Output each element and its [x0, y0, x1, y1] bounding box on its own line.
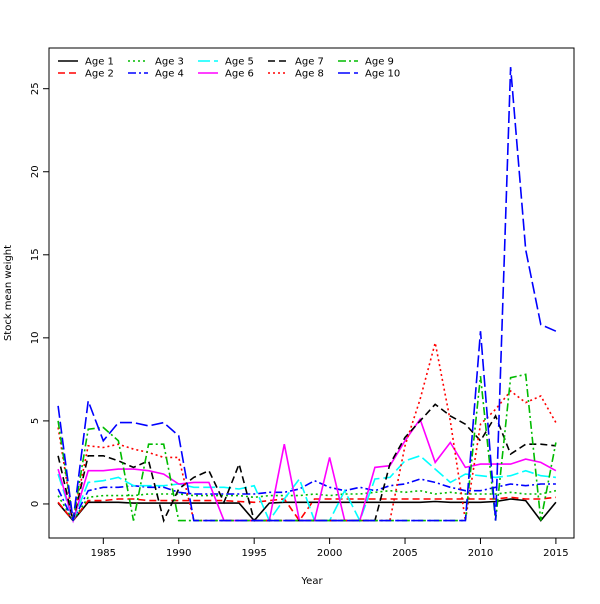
x-axis-label: Year — [300, 576, 323, 587]
y-tick-label: 20 — [30, 165, 41, 178]
plot-frame — [48, 47, 575, 539]
series-line-age-10 — [57, 67, 557, 522]
x-tick-label: 2010 — [468, 548, 493, 559]
series-line-age-5 — [57, 454, 556, 523]
legend-label: Age 2 — [85, 69, 114, 80]
legend-label: Age 1 — [85, 57, 114, 68]
legend-label: Age 4 — [155, 69, 184, 80]
legend-label: Age 10 — [365, 69, 400, 80]
x-tick-label: 1995 — [241, 548, 266, 559]
y-tick-label: 25 — [30, 82, 41, 95]
x-tick-label: 1990 — [166, 548, 191, 559]
legend-label: Age 8 — [295, 69, 324, 80]
y-tick-label: 15 — [30, 248, 41, 261]
legend-label: Age 3 — [155, 57, 184, 68]
series-line-age-6 — [57, 417, 557, 524]
series-line-age-1 — [57, 498, 557, 522]
x-tick-label: 2000 — [317, 548, 342, 559]
y-tick-label: 5 — [30, 418, 41, 424]
legend-label: Age 6 — [225, 69, 254, 80]
x-tick-label: 2015 — [543, 548, 568, 559]
x-tick-label: 2005 — [392, 548, 417, 559]
series-line-age-7 — [57, 403, 556, 523]
series-line-age-4 — [57, 478, 556, 523]
y-tick-label: 0 — [30, 501, 41, 507]
x-tick-label: 1985 — [91, 548, 116, 559]
series-line-age-3 — [57, 489, 557, 523]
legend-label: Age 5 — [225, 57, 254, 68]
legend-label: Age 9 — [365, 57, 394, 68]
y-axis-label: Stock mean weight — [3, 245, 14, 341]
series-line-age-2 — [57, 496, 556, 522]
y-tick-label: 10 — [30, 331, 41, 344]
legend-label: Age 7 — [295, 57, 324, 68]
